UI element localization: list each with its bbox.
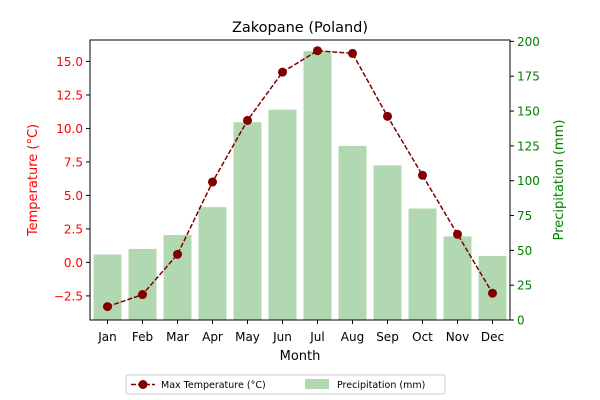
x-tick-label: Aug [341,330,364,344]
y-left-tick-label: 5.0 [64,189,83,203]
y-left-tick-label: 0.0 [64,256,83,270]
x-axis-label: Month [280,349,321,364]
x-tick-label: Mar [166,330,189,344]
y-axis-left: −2.5 0.0 2.5 5.0 7.5 10.0 12.5 15.0 [54,55,90,303]
legend-box [125,374,446,395]
precipitation-bar-feb [128,248,157,320]
y-left-tick-label: 15.0 [56,55,83,69]
x-tick-label: Oct [412,330,433,344]
precipitation-bar-aug [338,145,367,320]
x-tick-label: Jul [309,330,324,344]
temperature-point-aug [348,48,357,58]
temperature-point-apr [208,177,217,187]
temperature-series-line [107,49,494,308]
precipitation-bar-sep [373,165,402,320]
y-right-tick-label: 175 [517,70,540,84]
temperature-point-dec [488,288,497,298]
y-right-tick-label: 25 [517,279,532,293]
y-right-tick-label: 50 [517,244,532,258]
y-left-tick-label: 2.5 [64,222,83,236]
x-axis: Jan Feb Mar Apr May Jun Jul Aug Sep Oct Nov Dec [97,320,504,344]
temperature-line [103,46,497,312]
legend-marker-swatch [138,380,148,389]
precipitation-bar-apr [198,207,227,320]
temperature-point-may [243,115,252,125]
plot-frame [89,39,511,321]
y-right-tick-label: 0 [517,314,525,328]
x-tick-label: Jan [97,330,117,344]
x-tick-label: Apr [202,330,223,344]
precipitation-bar-dec [478,255,507,320]
temperature-point-sep [383,111,392,121]
temperature-point-nov [453,229,462,239]
x-tick-label: Feb [132,330,153,344]
y-axis-right-label: Precipitation (mm) [552,120,567,241]
legend: Max Temperature (°C) Precipitation (mm) [125,374,446,395]
y-left-tick-label: 10.0 [56,122,83,136]
legend-label-precipitation: Precipitation (mm) [337,380,425,391]
temperature-point-feb [138,290,147,300]
chart-title: Zakopane (Poland) [232,20,368,36]
temperature-point-jun [278,67,287,77]
y-right-tick-label: 200 [517,35,540,49]
temperature-point-jan [103,302,112,312]
temperature-point-jul [313,46,322,56]
temperature-point-oct [418,170,427,180]
precipitation-bar-jun [268,109,297,321]
precipitation-bars [93,51,507,321]
precipitation-bar-may [233,122,262,320]
precipitation-bar-mar [163,235,192,320]
x-tick-label: Jun [272,330,292,344]
y-right-tick-label: 75 [517,209,532,223]
precipitation-bar-nov [443,236,472,320]
precipitation-bar-jul [303,51,332,320]
legend-label-temperature: Max Temperature (°C) [161,380,266,391]
y-right-tick-label: 100 [517,174,540,188]
temperature-point-mar [173,249,182,259]
x-tick-label: May [235,330,260,344]
x-tick-label: Nov [446,330,469,344]
y-right-tick-label: 150 [517,105,540,119]
y-left-tick-label: 12.5 [56,88,83,102]
legend-bar-swatch [305,379,329,389]
x-tick-label: Dec [481,330,504,344]
x-tick-label: Sep [376,330,399,344]
y-right-tick-label: 125 [517,139,540,153]
y-left-tick-label: 7.5 [64,155,83,169]
y-axis-left-label: Temperature (°C) [26,124,41,237]
y-left-tick-label: −2.5 [54,289,83,303]
precipitation-bar-oct [408,208,437,320]
y-axis-right: 0 25 50 75 100 125 150 175 200 [510,35,540,328]
